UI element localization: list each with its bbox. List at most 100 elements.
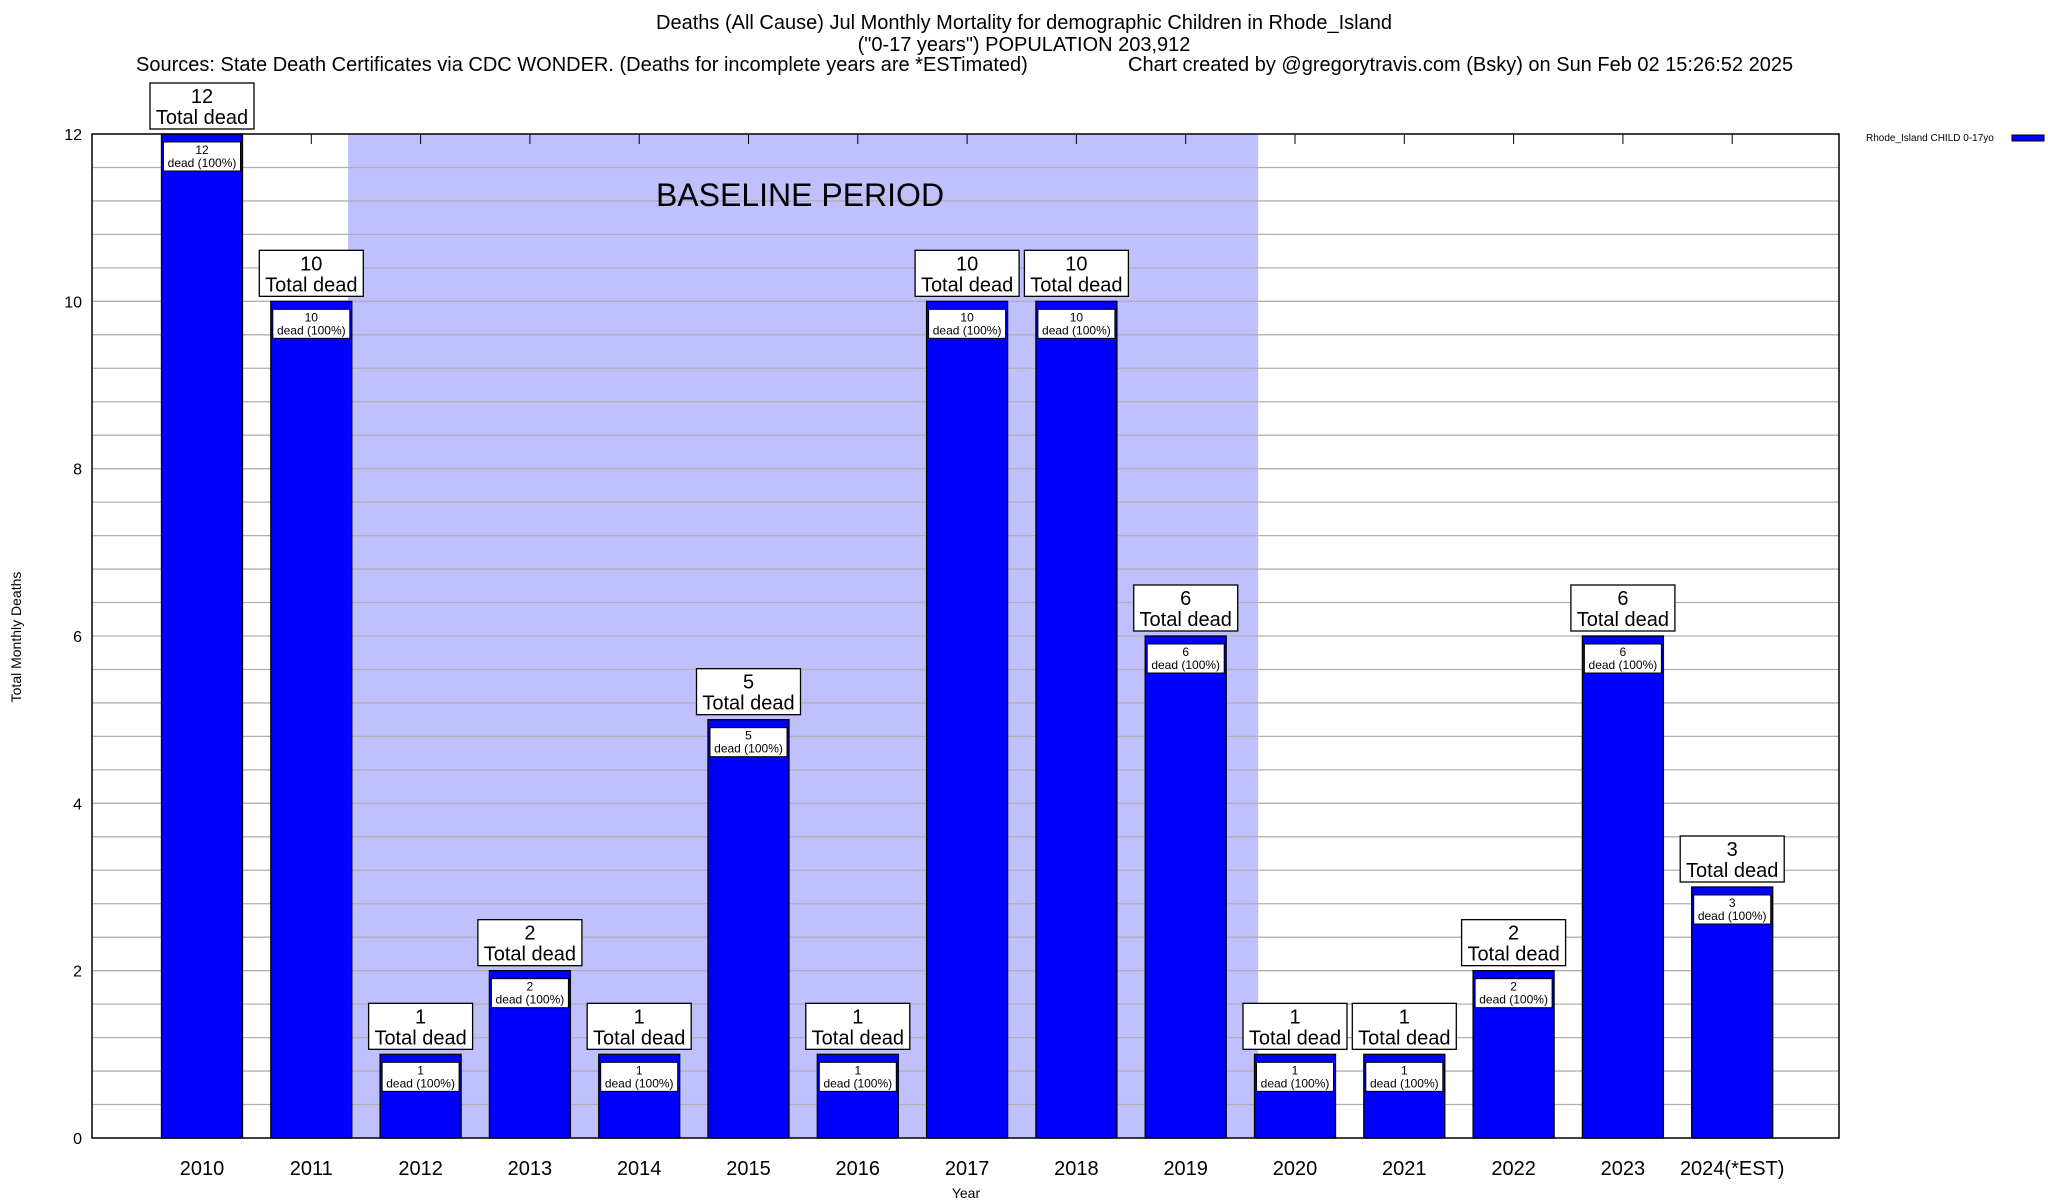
- bar-inner-label: dead (100%): [386, 1076, 455, 1090]
- total-value: 6: [1180, 588, 1191, 610]
- bar-inner-label: dead (100%): [1151, 658, 1220, 672]
- total-value: 5: [743, 672, 754, 694]
- x-tick-label: 2020: [1273, 1158, 1318, 1180]
- bar-inner-label: dead (100%): [1370, 1076, 1439, 1090]
- total-label: Total dead: [921, 274, 1013, 296]
- x-tick-label: 2011: [290, 1158, 333, 1180]
- chart-subtitle: ("0-17 years") POPULATION 203,912: [857, 34, 1191, 56]
- x-tick-label: 2014: [617, 1158, 662, 1180]
- bar-inner-value: 2: [527, 980, 534, 994]
- y-tick-label: 12: [64, 127, 82, 144]
- total-label: Total dead: [702, 693, 794, 715]
- bar-inner-label-box: [928, 308, 1007, 339]
- total-label: Total dead: [156, 107, 248, 129]
- legend-swatch: [2011, 134, 2045, 142]
- total-label-box: [695, 668, 802, 716]
- total-label-box: [914, 249, 1020, 297]
- bar-inner-value: 10: [1070, 310, 1084, 324]
- bar-inner-label-box: [1037, 308, 1116, 339]
- bar: [707, 719, 790, 1139]
- total-label: Total dead: [812, 1027, 904, 1049]
- bar: [270, 300, 353, 1139]
- bar-inner-value: 1: [1401, 1063, 1408, 1077]
- total-label-box: [1351, 1002, 1457, 1050]
- x-tick-label: 2013: [508, 1158, 553, 1180]
- total-label-box: [1460, 919, 1567, 967]
- bar-inner-label: dead (100%): [933, 323, 1002, 337]
- bar-inner-label: dead (100%): [277, 323, 346, 337]
- total-value: 10: [956, 253, 978, 275]
- x-tick-label: 2023: [1601, 1158, 1646, 1180]
- bar-inner-label: dead (100%): [496, 993, 565, 1007]
- bar-inner-label-box: [1365, 1061, 1444, 1092]
- total-label: Total dead: [374, 1027, 466, 1049]
- bar: [160, 133, 244, 1139]
- credit-note: Chart created by @gregorytravis.com (Bsk…: [1128, 54, 1794, 76]
- bar-inner-value: 2: [1510, 980, 1517, 994]
- x-axis-label: Year: [952, 1185, 981, 1200]
- total-label: Total dead: [1030, 274, 1122, 296]
- total-value: 2: [1508, 923, 1519, 945]
- bar-inner-label: dead (100%): [823, 1076, 892, 1090]
- bar-inner-label: dead (100%): [1261, 1076, 1330, 1090]
- bar-inner-value: 10: [960, 310, 974, 324]
- x-tick-label: 2024(*EST): [1680, 1158, 1785, 1180]
- total-label: Total dead: [1467, 944, 1559, 966]
- bar-inner-label: dead (100%): [1589, 658, 1658, 672]
- bar-inner-value: 1: [417, 1063, 424, 1077]
- total-label: Total dead: [265, 274, 357, 296]
- total-label-box: [149, 82, 255, 130]
- bar-inner-label-box: [1693, 894, 1772, 925]
- bar-inner-label: dead (100%): [714, 742, 783, 756]
- bar-inner-label: dead (100%): [605, 1076, 674, 1090]
- bar-inner-label: dead (100%): [1042, 323, 1111, 337]
- bar: [1691, 886, 1774, 1139]
- total-value: 1: [852, 1006, 863, 1028]
- bar-inner-label-box: [1146, 643, 1225, 674]
- total-label: Total dead: [1577, 609, 1669, 631]
- total-label: Total dead: [593, 1027, 685, 1049]
- bar: [1144, 635, 1227, 1139]
- bar-inner-label-box: [381, 1061, 460, 1092]
- y-tick-label: 8: [73, 462, 82, 479]
- total-label-box: [1023, 249, 1130, 297]
- total-value: 1: [1289, 1006, 1300, 1028]
- x-tick-label: 2018: [1054, 1158, 1099, 1180]
- bar-inner-value: 5: [745, 729, 752, 743]
- y-tick-label: 10: [64, 294, 82, 311]
- bar: [1035, 300, 1118, 1139]
- x-tick-label: 2016: [836, 1158, 881, 1180]
- total-value: 1: [634, 1006, 645, 1028]
- plot-frame: [91, 133, 1840, 1139]
- y-tick-label: 0: [73, 1131, 82, 1148]
- bar-inner-value: 6: [1182, 645, 1189, 659]
- bar-inner-value: 1: [1292, 1063, 1299, 1077]
- total-label-box: [1133, 584, 1239, 632]
- bar-inner-label-box: [600, 1061, 679, 1092]
- total-value: 1: [1399, 1006, 1410, 1028]
- bar-inner-label-box: [818, 1061, 897, 1092]
- total-label-box: [1679, 835, 1785, 883]
- x-tick-label: 2021: [1382, 1158, 1427, 1180]
- bar-inner-label-box: [163, 141, 241, 172]
- x-tick-label: 2012: [398, 1158, 443, 1180]
- total-label: Total dead: [484, 944, 576, 966]
- total-label-box: [1242, 1002, 1348, 1050]
- x-tick-label: 2019: [1163, 1158, 1208, 1180]
- y-tick-label: 4: [73, 796, 82, 813]
- total-value: 2: [524, 923, 535, 945]
- bar: [925, 300, 1009, 1139]
- bar: [1581, 635, 1665, 1139]
- legend-label: Rhode_Island CHILD 0-17yo: [1866, 133, 1994, 144]
- bar-inner-label-box: [272, 308, 351, 339]
- total-label-box: [367, 1002, 474, 1050]
- x-tick-label: 2022: [1491, 1158, 1536, 1180]
- total-label: Total dead: [1358, 1027, 1450, 1049]
- bar-inner-label: dead (100%): [168, 156, 237, 170]
- total-value: 12: [191, 86, 213, 108]
- bar-inner-label-box: [490, 978, 569, 1009]
- bar-inner-value: 6: [1620, 645, 1627, 659]
- total-value: 6: [1617, 588, 1628, 610]
- total-value: 10: [300, 253, 322, 275]
